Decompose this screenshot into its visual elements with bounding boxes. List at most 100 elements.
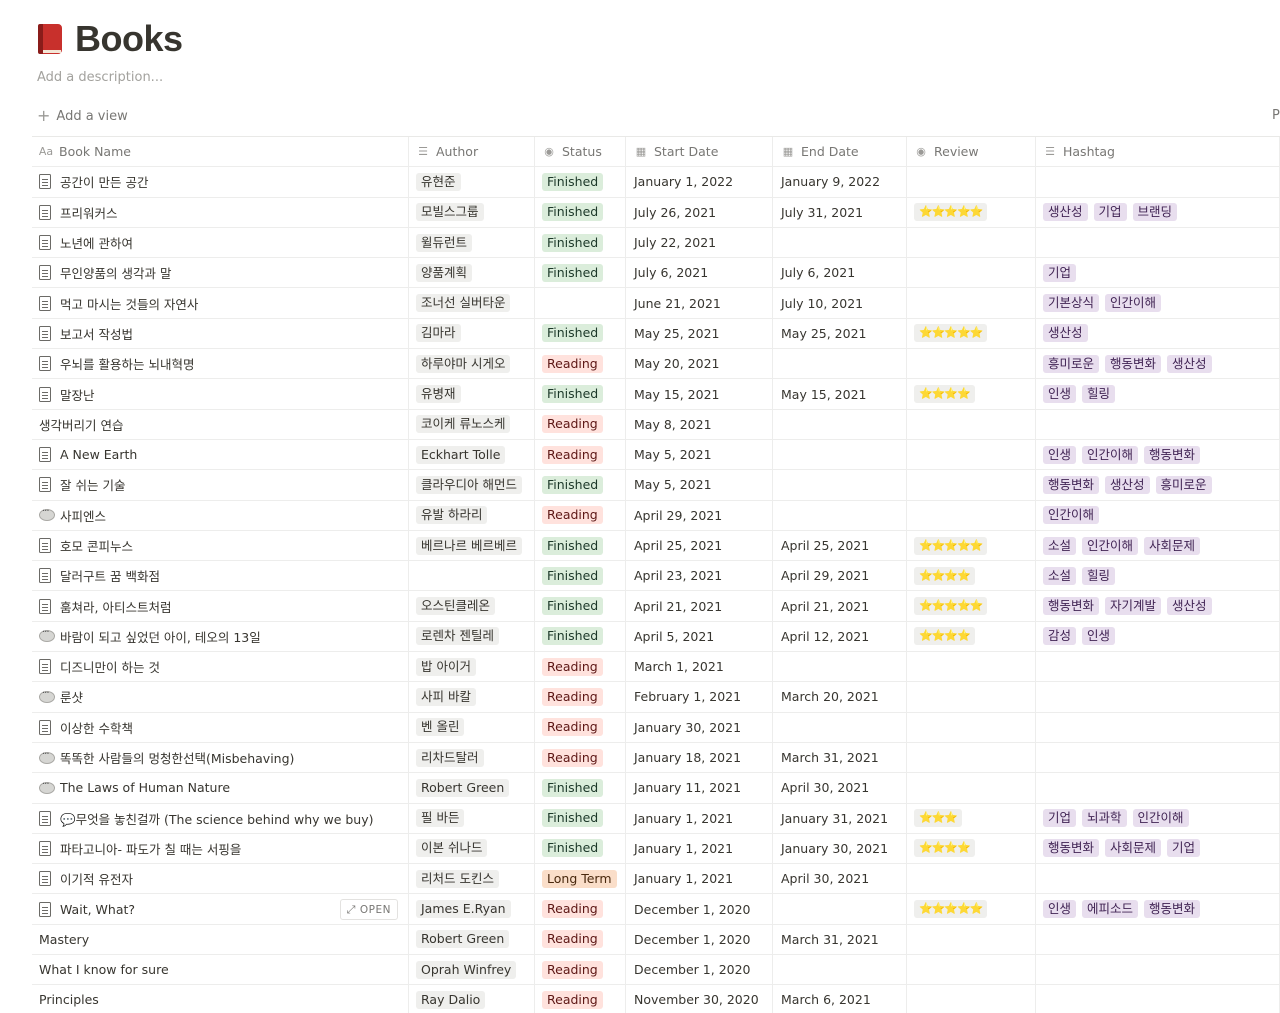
cell-book-name[interactable]: 노년에 관하여 (32, 227, 409, 258)
cell-hashtag[interactable]: 인간이해 (1036, 500, 1280, 530)
cell-end-date[interactable]: July 6, 2021 (773, 258, 907, 288)
cell-book-name[interactable]: A New Earth (32, 439, 409, 470)
book-title[interactable]: The Laws of Human Nature (60, 780, 231, 796)
table-row[interactable]: 이기적 유전자 리처드 도킨스 Long Term January 1, 2021 Ap… (32, 864, 1280, 895)
cell-review[interactable] (907, 258, 1036, 288)
table-row[interactable]: 사피엔스 유발 하라리 Reading April 29, 2021 인간이해 (32, 500, 1280, 531)
cell-start-date[interactable]: February 1, 2021 (626, 682, 773, 712)
cell-status[interactable]: Reading (535, 955, 626, 985)
cell-start-date[interactable]: July 22, 2021 (626, 227, 773, 258)
table-row[interactable]: A New Earth Eckhart Tolle Reading May 5, 20… (32, 439, 1280, 471)
cell-review[interactable] (907, 742, 1036, 773)
table-row[interactable]: 말장난 유병재 Finished May 15, 2021 May 15, 2021 ⭐⭐… (32, 379, 1280, 410)
cell-author[interactable]: 사피 바칼 (409, 682, 535, 712)
cell-hashtag[interactable]: 소설 인간이해 사회문제 (1036, 530, 1280, 561)
cell-end-date[interactable] (773, 227, 907, 258)
cell-author[interactable]: 로렌차 젠틸레 (409, 621, 535, 652)
cell-book-name[interactable]: 디즈니만이 하는 것 (32, 652, 409, 682)
cell-end-date[interactable] (773, 712, 907, 742)
cell-start-date[interactable]: January 18, 2021 (626, 742, 773, 773)
cell-start-date[interactable]: July 6, 2021 (626, 258, 773, 288)
table-row[interactable]: 잘 쉬는 기술 클라우디아 해먼드 Finished May 5, 2021 행동변화 생… (32, 470, 1280, 501)
cell-start-date[interactable]: January 1, 2022 (626, 167, 773, 197)
cell-author[interactable]: 김마라 (409, 318, 535, 349)
cell-status[interactable]: Finished (535, 197, 626, 227)
book-title[interactable]: 사피엔스 (60, 508, 107, 524)
cell-status[interactable]: Finished (535, 258, 626, 288)
cell-start-date[interactable]: May 5, 2021 (626, 470, 773, 500)
cell-book-name[interactable]: 생각버리기 연습 (32, 409, 409, 439)
book-title[interactable]: 이상한 수학책 (60, 720, 133, 736)
cell-review[interactable]: ⭐⭐⭐⭐ (907, 561, 1036, 591)
cell-review[interactable] (907, 712, 1036, 742)
cell-hashtag[interactable]: 행동변화 사회문제 기업 (1036, 833, 1280, 864)
cell-book-name[interactable]: 💬무엇을 놓친걸까 (The science behind why we buy… (32, 803, 409, 833)
cell-review[interactable]: ⭐⭐⭐⭐⭐ (907, 894, 1036, 924)
cell-status[interactable]: Finished (535, 803, 626, 833)
cell-end-date[interactable] (773, 409, 907, 439)
table-row[interactable]: The Laws of Human Nature Robert Green Fini… (32, 773, 1280, 804)
cell-start-date[interactable]: April 25, 2021 (626, 530, 773, 561)
table-row[interactable]: 보고서 작성법 김마라 Finished May 25, 2021 May 25, 20… (32, 318, 1280, 350)
table-row[interactable]: 우뇌를 활용하는 뇌내혁명 하루야마 시게오 Reading May 20, 2021… (32, 349, 1280, 380)
cell-book-name[interactable]: 이상한 수학책 (32, 712, 409, 742)
table-row[interactable]: 달러구트 꿈 백화점 Finished April 23, 2021 April 29… (32, 561, 1280, 592)
table-row[interactable]: 디즈니만이 하는 것 밥 아이거 Reading March 1, 2021 (32, 652, 1280, 683)
cell-book-name[interactable]: 무인양품의 생각과 말 (32, 258, 409, 288)
cell-start-date[interactable]: May 8, 2021 (626, 409, 773, 439)
cell-status[interactable]: Reading (535, 439, 626, 470)
cell-author[interactable]: 하루야마 시게오 (409, 349, 535, 379)
cell-author[interactable]: 베르나르 베르베르 (409, 530, 535, 561)
cell-status[interactable]: Reading (535, 924, 626, 955)
cell-book-name[interactable]: 똑똑한 사람들의 멍청한선택(Misbehaving) (32, 742, 409, 773)
cell-end-date[interactable] (773, 439, 907, 470)
cell-review[interactable] (907, 652, 1036, 682)
cell-book-name[interactable]: 사피엔스 (32, 500, 409, 530)
cell-author[interactable]: 리처드 도킨스 (409, 864, 535, 894)
cell-start-date[interactable]: November 30, 2020 (626, 985, 773, 1013)
cell-status[interactable]: Reading (535, 742, 626, 773)
cell-start-date[interactable]: April 21, 2021 (626, 591, 773, 621)
cell-status[interactable]: Finished (535, 379, 626, 409)
cell-book-name[interactable]: 공간이 만든 공간 (32, 167, 409, 197)
cell-start-date[interactable]: April 5, 2021 (626, 621, 773, 652)
cell-hashtag[interactable]: 생산성 (1036, 318, 1280, 349)
cell-end-date[interactable]: January 30, 2021 (773, 833, 907, 864)
cell-review[interactable] (907, 227, 1036, 258)
cell-end-date[interactable]: March 31, 2021 (773, 924, 907, 955)
table-row[interactable]: 무인양품의 생각과 말 양품계획 Finished July 6, 2021 July … (32, 258, 1280, 289)
column-author[interactable]: ☰ Author (409, 137, 535, 167)
table-row[interactable]: 훔쳐라, 아티스트처럼 오스틴클레온 Finished April 21, 2021 A… (32, 591, 1280, 622)
cell-status[interactable]: Reading (535, 652, 626, 682)
cell-hashtag[interactable]: 기업 (1036, 258, 1280, 288)
cell-end-date[interactable]: April 21, 2021 (773, 591, 907, 621)
cell-hashtag[interactable] (1036, 955, 1280, 985)
cell-author[interactable]: 이본 쉬나드 (409, 833, 535, 864)
book-title[interactable]: What I know for sure (39, 962, 169, 978)
book-title[interactable]: Mastery (39, 931, 90, 947)
cell-hashtag[interactable]: 소설 힐링 (1036, 561, 1280, 591)
cell-status[interactable]: Finished (535, 318, 626, 349)
cell-book-name[interactable]: What I know for sure (32, 955, 409, 985)
cell-hashtag[interactable] (1036, 742, 1280, 773)
book-title[interactable]: 말장난 (60, 387, 95, 403)
cell-hashtag[interactable]: 인생 에피소드 행동변화 (1036, 894, 1280, 924)
column-end-date[interactable]: ▦ End Date (773, 137, 907, 167)
cell-book-name[interactable]: 먹고 마시는 것들의 자연사 (32, 288, 409, 318)
cell-end-date[interactable] (773, 955, 907, 985)
cell-review[interactable]: ⭐⭐⭐ (907, 803, 1036, 833)
cell-hashtag[interactable] (1036, 864, 1280, 894)
cell-start-date[interactable]: May 25, 2021 (626, 318, 773, 349)
cell-status[interactable]: Finished (535, 530, 626, 561)
cell-hashtag[interactable] (1036, 712, 1280, 742)
book-title[interactable]: 보고서 작성법 (60, 326, 133, 342)
book-title[interactable]: 공간이 만든 공간 (60, 175, 149, 191)
cell-start-date[interactable]: December 1, 2020 (626, 955, 773, 985)
cell-start-date[interactable]: March 1, 2021 (626, 652, 773, 682)
cell-start-date[interactable]: January 11, 2021 (626, 773, 773, 803)
cell-hashtag[interactable] (1036, 409, 1280, 439)
cell-book-name[interactable]: The Laws of Human Nature (32, 773, 409, 803)
cell-author[interactable]: Eckhart Tolle (409, 439, 535, 470)
cell-review[interactable] (907, 470, 1036, 500)
